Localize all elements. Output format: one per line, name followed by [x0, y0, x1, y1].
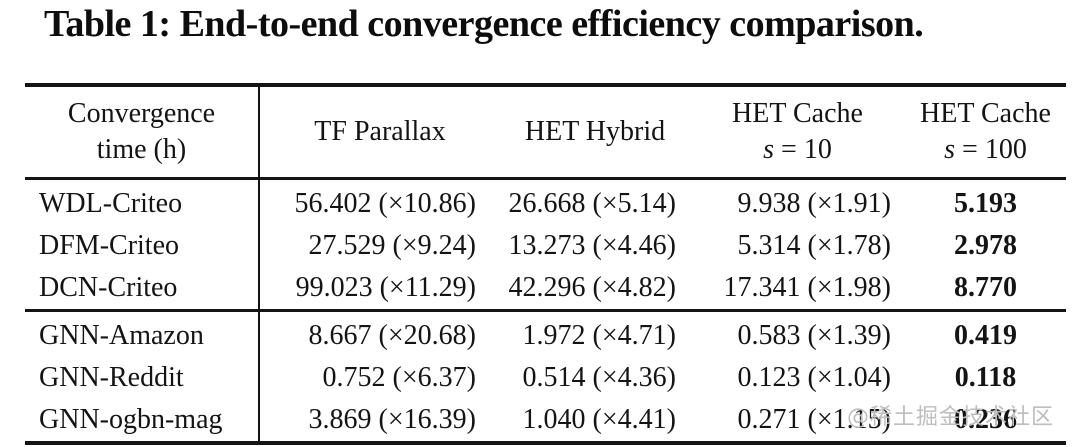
table-cell: 99.023 (×11.29)	[258, 267, 500, 311]
table-cell: 9.938 (×1.91)	[737, 188, 891, 219]
table-cell: 0.752 (×6.37)	[258, 357, 500, 399]
table-cell: 42.296 (×4.82)	[508, 272, 676, 303]
column-header-het-cache-s10: HET Cache s = 10	[690, 85, 905, 180]
column-header-convergence-time: Convergence time (h)	[25, 85, 259, 180]
table-row: GNN-Reddit 0.752 (×6.37) 0.514 (×4.36) 0…	[25, 357, 1066, 399]
table-cell: 0.583 (×1.39)	[737, 320, 891, 351]
header-line: time (h)	[96, 134, 187, 165]
table-cell-best: 2.978	[954, 230, 1017, 261]
table-row: DFM-Criteo 27.529 (×9.24) 13.273 (×4.46)…	[25, 225, 1066, 267]
table-cell: 0.271 (×1.15)	[737, 404, 891, 435]
convergence-table: Convergence time (h) TF Parallax HET Hyb…	[25, 83, 1066, 445]
table-cell-best: 0.118	[954, 362, 1017, 393]
table-cell: 17.341 (×1.98)	[723, 272, 891, 303]
table-cell-best: 5.193	[954, 188, 1017, 219]
row-label: DFM-Criteo	[39, 230, 179, 261]
column-header-het-cache-s100: HET Cache s = 100	[905, 85, 1066, 180]
table-cell: 13.273 (×4.46)	[508, 230, 676, 261]
row-group-gnn: GNN-Amazon 8.667 (×20.68) 1.972 (×4.71) …	[25, 310, 1066, 443]
row-label: GNN-Reddit	[39, 362, 184, 393]
header-line: Convergence	[67, 98, 216, 129]
math-variable: s	[944, 134, 956, 165]
column-header-het-hybrid: HET Hybrid	[500, 85, 690, 180]
table-cell: 26.668 (×5.14)	[508, 188, 676, 219]
table-row: GNN-ogbn-mag 3.869 (×16.39) 1.040 (×4.41…	[25, 399, 1066, 443]
table-cell: 1.972 (×4.71)	[522, 320, 676, 351]
table-cell-best: 0.419	[954, 320, 1017, 351]
header-line: s = 100	[905, 132, 1066, 168]
watermark: @稀土掘金技术社区	[846, 405, 1054, 430]
table-cell: 3.869 (×16.39)	[258, 399, 500, 443]
table-cell: 0.123 (×1.04)	[737, 362, 891, 393]
table-cell-best: 0.236	[954, 404, 1017, 435]
row-label: DCN-Criteo	[39, 272, 178, 303]
table-cell: 1.040 (×4.41)	[522, 404, 676, 435]
row-label: WDL-Criteo	[39, 188, 183, 219]
table-row: GNN-Amazon 8.667 (×20.68) 1.972 (×4.71) …	[25, 310, 1066, 357]
column-header-tf-parallax: TF Parallax	[258, 85, 500, 180]
header-line-text: = 10	[774, 134, 832, 165]
table-cell: 56.402 (×10.86)	[258, 178, 500, 225]
table-cell: 0.514 (×4.36)	[522, 362, 676, 393]
header-line: s = 10	[690, 132, 905, 168]
table-row: WDL-Criteo 56.402 (×10.86) 26.668 (×5.14…	[25, 178, 1066, 225]
table-caption: Table 1: End-to-end convergence efficien…	[44, 3, 924, 45]
table-cell: 27.529 (×9.24)	[258, 225, 500, 267]
math-variable: s	[763, 134, 775, 165]
table-header: Convergence time (h) TF Parallax HET Hyb…	[25, 85, 1066, 180]
table-cell: 8.667 (×20.68)	[258, 310, 500, 357]
table-cell-best: 8.770	[954, 272, 1017, 303]
header-row: Convergence time (h) TF Parallax HET Hyb…	[25, 85, 1066, 180]
row-label: GNN-Amazon	[39, 320, 204, 351]
header-line: HET Cache	[732, 98, 863, 129]
header-line-text: = 100	[955, 134, 1027, 165]
table-row: DCN-Criteo 99.023 (×11.29) 42.296 (×4.82…	[25, 267, 1066, 311]
header-line: HET Cache	[920, 98, 1051, 129]
row-group-criteo: WDL-Criteo 56.402 (×10.86) 26.668 (×5.14…	[25, 178, 1066, 311]
row-label: GNN-ogbn-mag	[39, 404, 223, 435]
table-cell: 5.314 (×1.78)	[737, 230, 891, 261]
